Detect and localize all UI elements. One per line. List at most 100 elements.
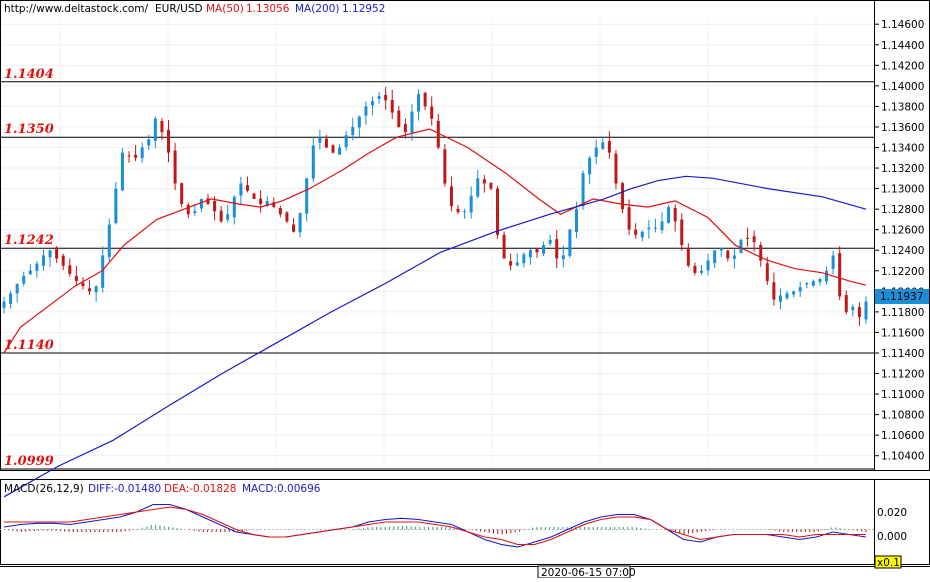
candle-body (357, 116, 361, 128)
candle-body (127, 155, 131, 157)
candle-body (219, 210, 223, 222)
candle-body (667, 207, 671, 224)
candle-body (851, 306, 855, 311)
candle-body (634, 229, 638, 235)
current-price-label: 1.11937 (880, 291, 923, 303)
candle-body (673, 208, 677, 222)
candle-body (15, 284, 19, 294)
candle-body (607, 141, 611, 153)
candle-body (384, 94, 388, 101)
candle-body (48, 250, 52, 258)
candle-body (114, 188, 118, 223)
level-label: 1.1242 (4, 233, 54, 248)
candle-body (397, 110, 401, 127)
candle-body (2, 301, 6, 308)
candle-body (22, 275, 26, 284)
candle-body (792, 291, 796, 295)
zoom-label[interactable]: x0.1 (877, 557, 900, 569)
candle-body (561, 255, 565, 260)
candle-body (81, 282, 85, 287)
price-tick-label: 1.10800 (881, 410, 924, 422)
candle-body (568, 229, 572, 256)
candle-body (232, 196, 236, 218)
macd-dea-line (4, 506, 866, 546)
candle-body (713, 250, 717, 264)
candle-body (838, 252, 842, 297)
candle-body (548, 239, 552, 244)
candle-body (482, 179, 486, 184)
macd-title: MACD(26,12,9) (4, 483, 84, 495)
candle-body (719, 248, 723, 251)
ma200-value: 1.12952 (342, 3, 385, 15)
level-label: 1.1140 (4, 338, 54, 353)
candle-body (417, 94, 421, 112)
candle-body (88, 288, 92, 292)
candle-body (344, 135, 348, 147)
price-tick-label: 1.11800 (881, 307, 924, 319)
macd-axis-frame (874, 479, 930, 565)
candle-body (522, 254, 526, 264)
candle-body (74, 275, 78, 282)
ma200-label: MA(200) (295, 3, 339, 15)
candle-body (535, 248, 539, 253)
site-url[interactable]: http://www.deltastock.com/ (4, 3, 149, 15)
candle-body (226, 214, 230, 220)
candle-body (377, 96, 381, 99)
price-tick-label: 1.11400 (881, 348, 924, 360)
level-label: 1.1404 (4, 67, 54, 82)
candle-body (449, 186, 453, 207)
candle-body (252, 193, 256, 199)
price-tick-label: 1.14000 (881, 81, 924, 93)
candle-body (167, 129, 171, 153)
price-tick-label: 1.14200 (881, 60, 924, 72)
price-tick-label: 1.13000 (881, 184, 924, 196)
candle-body (285, 212, 289, 222)
price-tick-label: 1.14400 (881, 40, 924, 52)
candle-body (496, 188, 500, 235)
candle-body (324, 138, 328, 148)
candle-body (305, 178, 309, 214)
candle-body (693, 265, 697, 273)
price-tick-label: 1.12200 (881, 266, 924, 278)
candle-body (601, 142, 605, 149)
candle-body (864, 301, 868, 320)
candle-body (699, 270, 703, 273)
macd-value-label: MACD:0.00696 (242, 483, 321, 495)
candle-body (239, 183, 243, 196)
candle-body (173, 150, 177, 184)
candle-body (772, 282, 776, 300)
price-tick-label: 1.14600 (881, 19, 924, 31)
candle-body (844, 295, 848, 312)
price-tick-label: 1.13400 (881, 143, 924, 155)
candle-body (594, 147, 598, 158)
level-label: 1.0999 (4, 454, 54, 469)
candle-body (857, 307, 861, 318)
candle-body (160, 121, 164, 133)
candle-body (410, 111, 414, 133)
candle-body (318, 137, 322, 143)
candle-body (41, 255, 45, 266)
candle-body (825, 270, 829, 282)
candle-body (502, 234, 506, 259)
candle-body (140, 147, 144, 159)
candle-body (621, 183, 625, 210)
candle-body (338, 147, 342, 155)
candle-body (265, 200, 269, 207)
candle-body (430, 106, 434, 119)
macd-diff-label: DIFF:-0.01480 (88, 483, 161, 495)
candle-body (213, 200, 217, 212)
zoom-badge[interactable] (874, 555, 902, 569)
current-price-box (875, 289, 929, 304)
price-tick-label: 1.12800 (881, 204, 924, 216)
candle-body (186, 204, 190, 215)
candle-body (818, 279, 822, 283)
candle-body (627, 207, 631, 230)
candle-body (831, 255, 835, 269)
candle-body (364, 106, 368, 116)
candle-body (423, 92, 427, 107)
price-panel-frame (0, 0, 875, 471)
candle-body (686, 247, 690, 266)
candle-body (614, 153, 618, 184)
candle-body (28, 270, 32, 275)
